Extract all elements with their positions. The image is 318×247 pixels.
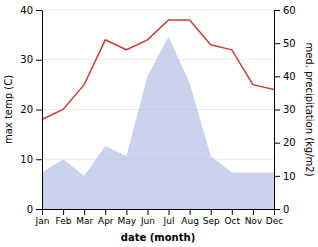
- tick-label: 10: [283, 171, 296, 182]
- tick-label: Oct: [225, 216, 241, 226]
- tick-mark: [274, 176, 280, 177]
- tick-mark: [274, 143, 280, 144]
- tick-label: 40: [283, 71, 296, 82]
- tick-mark: [63, 209, 64, 215]
- tick: 50: [274, 38, 296, 49]
- tick-mark: [190, 209, 191, 215]
- tick: Apr: [98, 209, 114, 226]
- tick-label: Nov: [245, 216, 263, 226]
- tick: Jan: [35, 209, 50, 226]
- tick: Mar: [76, 209, 93, 226]
- tick-mark: [36, 60, 42, 61]
- tick: 30: [274, 104, 296, 115]
- tick-mark: [274, 43, 280, 44]
- x-axis-title: date (month): [121, 232, 195, 243]
- tick-label: 30: [283, 104, 296, 115]
- tick-mark: [147, 209, 148, 215]
- y-axis-title: max temp (C): [3, 75, 14, 144]
- tick: May: [118, 209, 137, 226]
- tick-label: Aug: [181, 216, 199, 226]
- y-axis: 0 10 20 30 40: [20, 5, 42, 215]
- tick: 0: [27, 204, 42, 215]
- tick-mark: [274, 110, 280, 111]
- tick: Jul: [163, 209, 175, 226]
- tick-mark: [274, 76, 280, 77]
- tick: 40: [274, 71, 296, 82]
- y2-axis: 0 10 20 30 40 50 60: [274, 5, 296, 215]
- marks: [42, 20, 274, 209]
- tick: 30: [20, 54, 42, 65]
- axis-line: [43, 210, 275, 216]
- tick-mark: [253, 209, 254, 215]
- grid: [42, 10, 274, 209]
- tick: Dec: [266, 209, 283, 226]
- tick-mark: [36, 10, 42, 11]
- tick-label: Jan: [35, 216, 50, 226]
- tick: Sep: [203, 209, 220, 226]
- tick: Nov: [245, 209, 263, 226]
- tick-label: 10: [20, 154, 33, 165]
- tick-label: Jun: [140, 216, 155, 226]
- tick-label: 40: [20, 5, 33, 16]
- tick-label: 20: [20, 104, 33, 115]
- tick-label: 50: [283, 38, 296, 49]
- x-axis: Jan Feb Mar Apr MayJun Jul Aug Sep Oct NovDec: [35, 209, 284, 226]
- tick: 20: [20, 104, 42, 115]
- page: {"chart_data": {"type": "line", "categor…: [0, 0, 318, 247]
- tick-mark: [211, 209, 212, 215]
- tick-label: Apr: [98, 216, 114, 226]
- grid-line: [42, 10, 274, 11]
- tick-label: 30: [20, 54, 33, 65]
- tick-label: 0: [283, 204, 289, 215]
- tick-mark: [36, 209, 42, 210]
- tick-mark: [274, 10, 280, 11]
- tick: 40: [20, 5, 42, 16]
- tick-mark: [126, 209, 127, 215]
- tick: Oct: [225, 209, 241, 226]
- tick-label: May: [118, 216, 137, 226]
- tick-label: 20: [283, 137, 296, 148]
- tick-mark: [36, 159, 42, 160]
- axis-line: [36, 11, 43, 210]
- plot: JanFebMarAprMayJunJulAugSepOctNovDec0102…: [3, 5, 315, 243]
- line: [42, 20, 274, 120]
- axis-line: [275, 11, 281, 210]
- chart: JanFebMarAprMayJunJulAugSepOctNovDec0102…: [0, 0, 318, 247]
- tick: 0: [274, 204, 289, 215]
- tick-label: 0: [27, 204, 33, 215]
- tick: Feb: [56, 209, 72, 226]
- tick: Aug: [181, 209, 199, 226]
- tick-mark: [36, 110, 42, 111]
- tick-mark: [274, 209, 280, 210]
- tick-mark: [105, 209, 106, 215]
- tick: 60: [274, 5, 296, 16]
- tick: 20: [274, 137, 296, 148]
- tick-label: 60: [283, 5, 296, 16]
- tick: 10: [274, 171, 296, 182]
- tick: 10: [20, 154, 42, 165]
- tick-label: Mar: [76, 216, 93, 226]
- tick-label: Sep: [203, 216, 220, 226]
- tick-label: Feb: [56, 216, 72, 226]
- tick-mark: [232, 209, 233, 215]
- tick-label: Jul: [163, 216, 175, 226]
- tick-label: Dec: [266, 216, 283, 226]
- y2-axis-title: med. precipitation (kg/m2): [304, 42, 315, 176]
- tick: Jun: [140, 209, 155, 226]
- tick-mark: [169, 209, 170, 215]
- tick-mark: [84, 209, 85, 215]
